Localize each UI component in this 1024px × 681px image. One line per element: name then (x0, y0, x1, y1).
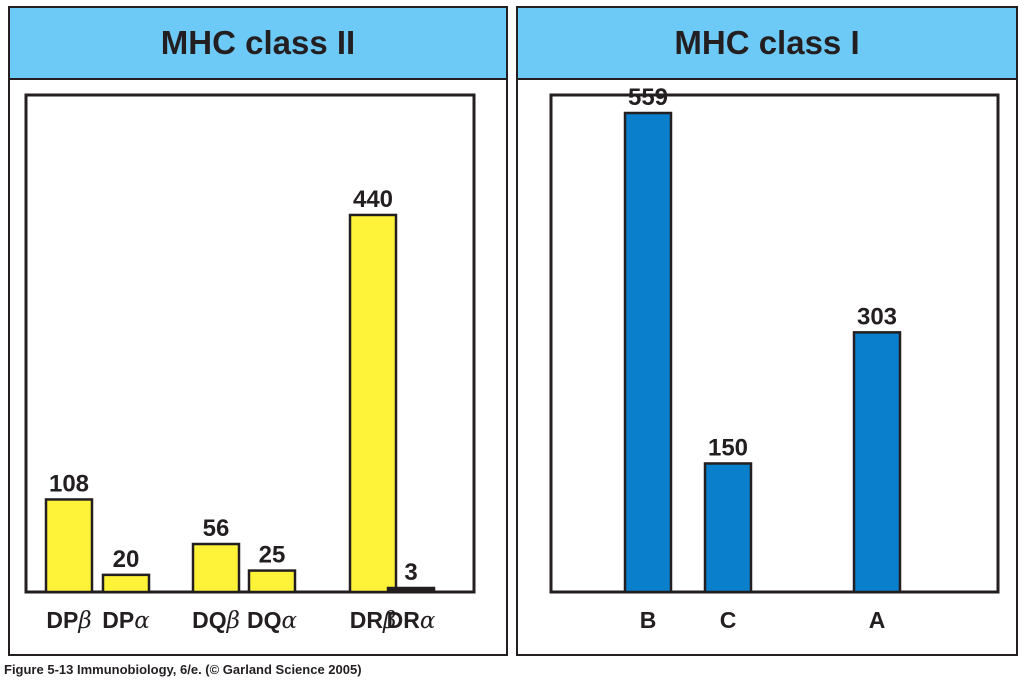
bar-DQβ (191, 542, 241, 594)
value-label: 150 (708, 434, 748, 461)
category-label: DPα (102, 607, 150, 634)
bar-DRβ (348, 213, 398, 594)
category-greek: α (134, 608, 150, 634)
mhc-class-ii-panel: MHC class II 108 DPβ 20 DPα 56 DQβ 25 DQα 440 DRβ… (8, 6, 508, 656)
category-label: DRβ (350, 607, 397, 634)
bar-DPα (101, 573, 151, 594)
category-prefix: DR (387, 607, 421, 633)
value-label: 25 (259, 542, 286, 569)
category-greek: β (382, 608, 396, 634)
mhc-class-i-panel: MHC class I 559 B 150 C 303 A (516, 6, 1018, 656)
mhc-class-i-title: MHC class I (518, 8, 1016, 80)
bar-C (703, 462, 753, 594)
value-label: 559 (628, 84, 668, 111)
category-greek: α (281, 608, 297, 634)
category-prefix: DP (46, 607, 78, 633)
category-greek: β (77, 608, 91, 634)
category-prefix: DR (350, 607, 384, 633)
category-prefix: DQ (192, 607, 227, 633)
category-prefix: DP (102, 607, 134, 633)
bar-DQα (247, 569, 297, 594)
category-label: DRα (387, 607, 436, 634)
mhc-class-i-chart: 559 B 150 C 303 A (549, 84, 1000, 633)
category-label: B (640, 607, 657, 633)
bar-B (623, 111, 673, 594)
category-label: DQβ (192, 607, 240, 634)
value-label: 20 (113, 546, 140, 573)
mhc-class-ii-title: MHC class II (10, 8, 506, 80)
category-greek: β (226, 608, 240, 634)
value-label: 303 (857, 303, 897, 330)
plot-frame (549, 93, 1000, 594)
bar-A (852, 331, 902, 594)
value-label: 56 (203, 515, 230, 542)
bar-DPβ (44, 498, 94, 594)
figure-caption: Figure 5-13 Immunobiology, 6/e. (© Garla… (4, 662, 362, 677)
category-label: DPβ (46, 607, 91, 634)
category-prefix: DQ (247, 607, 282, 633)
category-label: DQα (247, 607, 298, 634)
value-label: 108 (49, 470, 89, 497)
value-label: 440 (353, 186, 393, 213)
category-label: C (720, 607, 737, 633)
category-label: A (869, 607, 886, 633)
category-greek: α (420, 608, 436, 634)
bar-DRα (386, 586, 436, 594)
value-label: 3 (404, 559, 417, 586)
